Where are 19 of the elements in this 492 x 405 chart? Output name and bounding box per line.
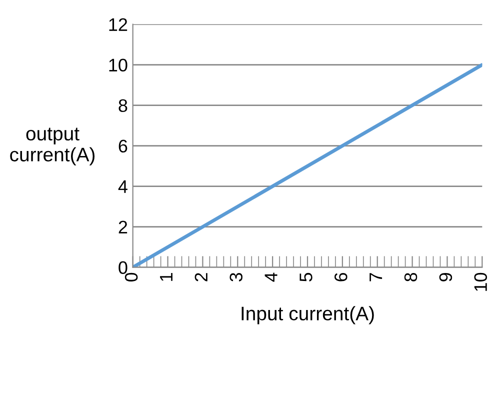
x-tick-label: 7 [370, 273, 382, 282]
x-tick-label: 0 [124, 272, 138, 282]
y-axis-title: output current(A) [10, 128, 95, 166]
y-tick-label: 12 [109, 18, 128, 31]
x-axis-title: Input current(A) [242, 306, 374, 324]
x-tick-label: 10 [474, 272, 488, 291]
x-tick-label: 2 [194, 273, 208, 282]
x-tick-label: 6 [334, 272, 348, 282]
x-tick-label: 4 [264, 272, 278, 282]
x-tick-label: 8 [404, 272, 418, 282]
x-tick-label: 5 [300, 272, 312, 282]
x-tick-label: 9 [439, 273, 452, 282]
y-tick-label: 8 [118, 99, 128, 112]
x-tick-label: 1 [160, 273, 172, 281]
x-tick-label: 3 [230, 272, 242, 282]
y-tick-label: 4 [118, 180, 128, 193]
y-tick-label: 10 [109, 58, 128, 72]
y-tick-label: 6 [118, 140, 128, 153]
y-tick-label: 2 [118, 220, 128, 234]
